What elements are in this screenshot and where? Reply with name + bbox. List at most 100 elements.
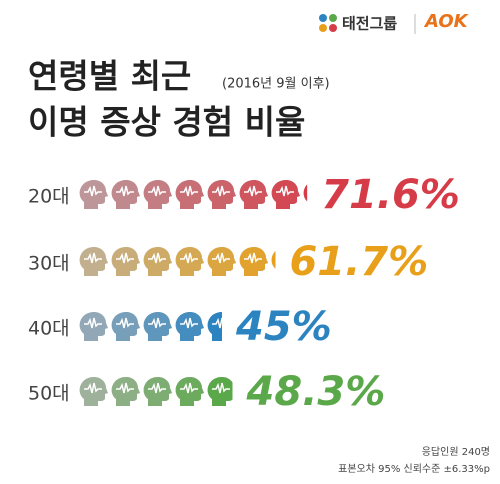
pictograph (79, 180, 308, 209)
head (239, 180, 268, 209)
wave (276, 185, 294, 197)
head (79, 312, 108, 341)
head (79, 180, 108, 209)
logo-icon (329, 24, 337, 32)
category-label: 30대 (28, 253, 70, 275)
pictograph (79, 377, 233, 406)
head-icon (207, 377, 233, 406)
head (79, 247, 108, 276)
pictograph (79, 247, 276, 276)
value-label: 45% (235, 304, 332, 350)
head-icon (175, 180, 204, 209)
wave (244, 252, 262, 264)
value-label: 71.6% (321, 172, 460, 218)
head-icon (303, 184, 308, 202)
head (143, 247, 172, 276)
head-icon (207, 312, 222, 341)
head (271, 180, 300, 209)
head (175, 180, 204, 209)
head-icon (271, 180, 300, 209)
wave (116, 252, 134, 264)
wave (212, 252, 230, 264)
head-icon (175, 312, 204, 341)
chart-title: 연령별 최근 (28, 57, 191, 96)
head (79, 312, 108, 341)
head-icon (79, 247, 108, 276)
logo-icon (319, 14, 327, 22)
head (79, 247, 108, 276)
head (175, 377, 204, 406)
chart-title: 이명 증상 경험 비율 (28, 103, 305, 142)
wave (84, 382, 102, 394)
head-icon (79, 312, 108, 341)
head (79, 180, 108, 209)
wave (84, 185, 102, 197)
head (111, 377, 140, 406)
wave (148, 252, 166, 264)
chart-subtitle: (2016년 9월 이후) (222, 77, 330, 92)
head-icon (143, 247, 172, 276)
wave (148, 185, 166, 197)
category-label: 20대 (28, 186, 70, 208)
head-icon (239, 247, 268, 276)
wave (84, 252, 102, 264)
logo: 태전그룹 AOK (319, 11, 470, 34)
head (271, 251, 276, 269)
wave (148, 382, 166, 394)
head (303, 184, 308, 202)
logo-group: 태전그룹 (342, 15, 397, 33)
head (111, 180, 140, 209)
head-icon (207, 247, 236, 276)
wave (212, 185, 230, 197)
head (111, 312, 140, 341)
logo-brand: AOK (423, 11, 470, 32)
head (111, 377, 140, 406)
category-label: 50대 (28, 383, 70, 405)
wave (180, 185, 198, 197)
head (207, 312, 222, 341)
wave (84, 317, 102, 329)
wave (180, 382, 198, 394)
wave (148, 317, 166, 329)
wave (116, 185, 134, 197)
head (175, 247, 204, 276)
value-label: 48.3% (246, 369, 386, 415)
head (111, 180, 140, 209)
head-icon (79, 180, 108, 209)
head-icon (175, 377, 204, 406)
value-label: 61.7% (289, 239, 428, 285)
head-icon (175, 247, 204, 276)
head (175, 312, 204, 341)
head-icon (143, 377, 172, 406)
head (207, 180, 236, 209)
wave (116, 317, 134, 329)
head (207, 247, 236, 276)
wave (180, 317, 198, 329)
pictograph (79, 312, 222, 341)
head-icon (79, 377, 108, 406)
head-icon (111, 312, 140, 341)
wave (212, 317, 222, 329)
head-icon (271, 251, 276, 269)
head (79, 377, 108, 406)
head-icon (111, 377, 140, 406)
head (207, 377, 233, 406)
logo-icon (329, 14, 337, 22)
head (239, 247, 268, 276)
wave (244, 185, 262, 197)
wave (116, 382, 134, 394)
head-icon (143, 180, 172, 209)
head-icon (207, 180, 236, 209)
head-icon (111, 180, 140, 209)
note: 응답인원 240명 (422, 446, 490, 458)
head (111, 247, 140, 276)
wave (180, 252, 198, 264)
head-icon (111, 247, 140, 276)
head-icon (143, 312, 172, 341)
head (111, 247, 140, 276)
head (79, 377, 108, 406)
head (143, 180, 172, 209)
note: 표본오차 95% 신뢰수준 ±6.33%p (338, 463, 490, 475)
head (143, 312, 172, 341)
